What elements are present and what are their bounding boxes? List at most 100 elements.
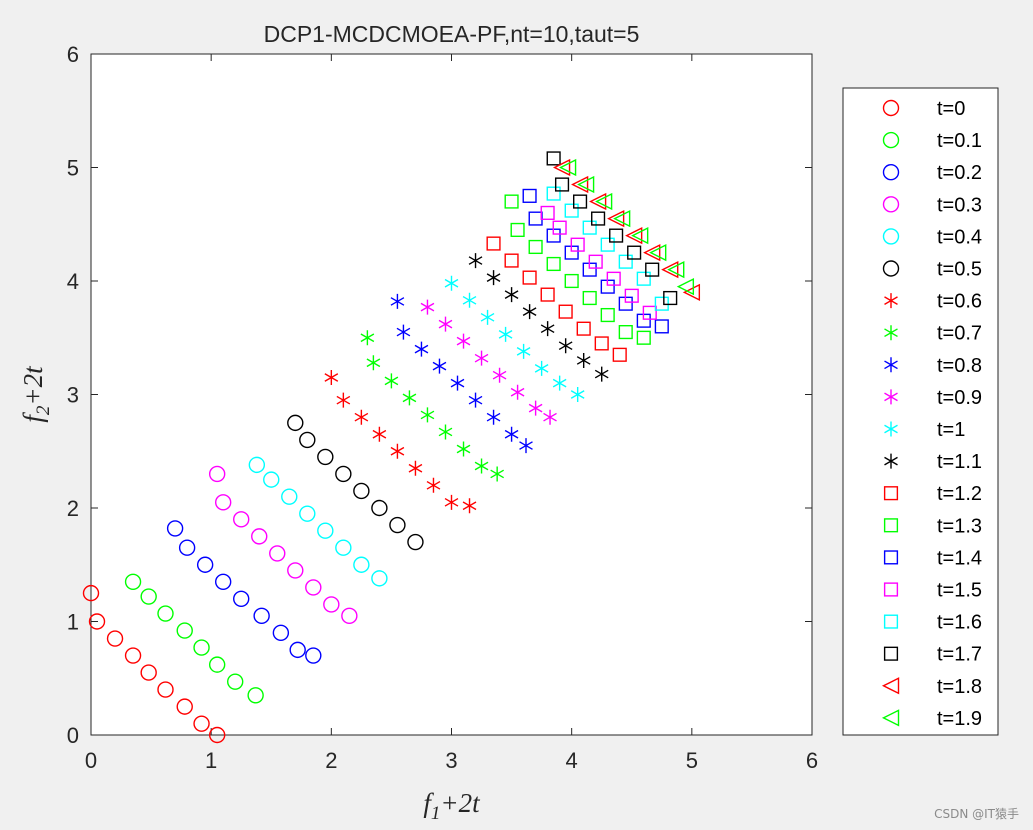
data-point xyxy=(287,562,304,579)
data-point xyxy=(636,271,651,286)
data-point xyxy=(140,664,157,681)
legend-marker xyxy=(881,709,900,727)
data-point xyxy=(384,373,399,389)
data-point xyxy=(589,192,607,211)
legend-marker xyxy=(883,518,899,533)
chart-title: DCP1-MCDCMOEA-PF,nt=10,taut=5 xyxy=(264,21,640,47)
legend-label: t=1.6 xyxy=(937,612,982,634)
data-point xyxy=(214,573,232,590)
data-point xyxy=(625,226,643,245)
data-point xyxy=(353,556,370,573)
data-point xyxy=(193,639,210,656)
data-point xyxy=(528,239,543,255)
data-point xyxy=(504,253,519,268)
legend-label: t=1.9 xyxy=(937,708,982,730)
data-point xyxy=(663,290,678,306)
data-point xyxy=(498,326,513,342)
data-point xyxy=(582,220,597,235)
data-point xyxy=(106,630,124,647)
data-point xyxy=(360,330,375,346)
data-point xyxy=(591,211,606,226)
data-point xyxy=(317,448,334,466)
data-point xyxy=(519,438,533,454)
data-point xyxy=(176,622,193,639)
data-point xyxy=(305,647,322,664)
legend-label: t=0.8 xyxy=(937,355,982,377)
data-point xyxy=(253,607,270,625)
data-point xyxy=(341,607,358,625)
data-point xyxy=(642,305,657,320)
data-point xyxy=(317,522,334,539)
data-point xyxy=(140,588,157,605)
data-point xyxy=(353,482,370,500)
data-point xyxy=(546,256,561,272)
data-point xyxy=(661,261,679,279)
legend-label: t=0.4 xyxy=(937,226,982,248)
legend-label: t=0.9 xyxy=(937,387,982,409)
data-point xyxy=(305,579,322,596)
data-point xyxy=(676,278,695,296)
data-point xyxy=(176,698,193,715)
legend-label: t=0.3 xyxy=(937,194,982,216)
data-point xyxy=(371,570,388,587)
data-point xyxy=(157,605,174,622)
data-point xyxy=(233,511,250,528)
x-tick-label: 1 xyxy=(205,748,217,773)
data-point xyxy=(178,539,196,556)
data-point xyxy=(631,226,649,245)
data-point xyxy=(546,186,561,201)
data-point xyxy=(492,367,507,383)
data-point xyxy=(582,290,597,306)
data-point xyxy=(444,275,459,291)
data-point xyxy=(654,319,669,334)
data-point xyxy=(486,236,501,251)
data-point xyxy=(595,192,613,211)
data-points xyxy=(82,151,701,744)
series-t=1.8 xyxy=(552,158,701,301)
data-point xyxy=(543,409,557,425)
data-point xyxy=(576,321,591,336)
data-point xyxy=(444,494,459,510)
data-point xyxy=(247,687,264,704)
series-t=0.1 xyxy=(124,573,264,704)
data-point xyxy=(618,325,633,340)
legend-label: t=0.5 xyxy=(937,259,982,281)
y-axis-label-base: f xyxy=(18,412,48,423)
series-t=0 xyxy=(82,584,226,744)
y-tick-label: 6 xyxy=(67,42,79,67)
series-t=1.9 xyxy=(558,158,695,296)
data-point xyxy=(432,358,447,374)
series-t=0.4 xyxy=(248,456,388,587)
data-point xyxy=(480,309,495,325)
legend-label: t=1.8 xyxy=(937,676,982,698)
data-point xyxy=(88,613,106,630)
legend: t=0 t=0.1 t=0.2 t=0.3 t=0.4 t=0.5 t=0.6 t=0.7 t=… xyxy=(842,87,999,736)
data-point xyxy=(468,253,483,269)
y-axis-label: f2+2t xyxy=(18,365,54,423)
data-point xyxy=(486,409,501,425)
data-point xyxy=(426,477,441,493)
x-tick-label: 3 xyxy=(445,748,457,773)
data-point xyxy=(272,624,290,642)
data-point xyxy=(157,681,174,698)
data-point xyxy=(510,222,525,238)
data-point xyxy=(269,545,286,562)
legend-box xyxy=(842,87,999,736)
data-point xyxy=(336,392,351,408)
data-point xyxy=(450,375,465,391)
data-point xyxy=(649,243,667,262)
data-point xyxy=(588,254,603,269)
legend-marker xyxy=(881,677,900,695)
series-t=1.3 xyxy=(504,194,651,345)
data-point xyxy=(522,188,537,203)
data-point xyxy=(468,392,483,408)
data-point xyxy=(208,726,226,744)
legend-label: t=1.4 xyxy=(937,547,982,569)
data-point xyxy=(600,307,615,323)
legend-label: t=0.2 xyxy=(937,162,982,184)
data-point xyxy=(248,456,266,474)
legend-label: t=0.6 xyxy=(937,291,982,313)
legend-label: t=0.1 xyxy=(937,130,982,152)
data-point xyxy=(558,158,577,177)
data-point xyxy=(396,324,411,340)
